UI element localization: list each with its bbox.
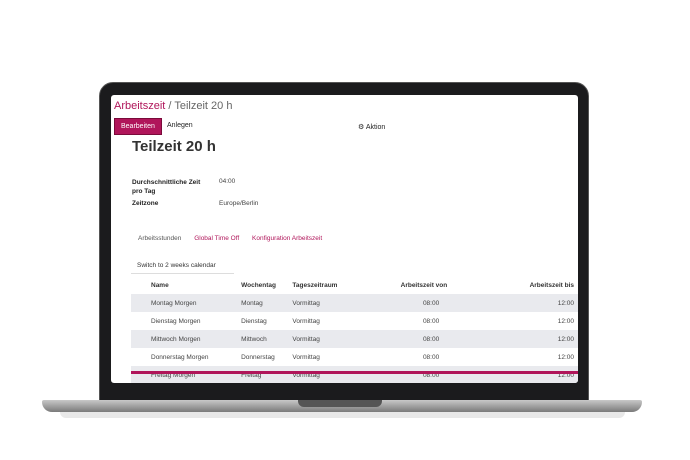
switch-calendar-button[interactable]: Switch to 2 weeks calendar [131, 260, 234, 274]
table-row[interactable]: Freitag Morgen Freitag Vormittag 08:00 12:00 [131, 366, 578, 383]
page-title: Teilzeit 20 h [132, 138, 216, 155]
table-cell: 12:00 [557, 353, 574, 361]
action-menu[interactable]: ⚙ Aktion [358, 123, 385, 131]
field-value: Europe/Berlin [219, 200, 259, 207]
table-cell: Freitag Morgen [151, 371, 196, 379]
table-cell: Vormittag [292, 335, 320, 343]
table-cell: 08:00 [422, 335, 440, 343]
table-cell: Dienstag [241, 317, 267, 325]
table-row[interactable]: Donnerstag Morgen Donnerstag Vormittag 08:0… [131, 348, 578, 366]
tab-arbeitsstunden[interactable]: Arbeitsstunden [138, 235, 182, 242]
edit-button[interactable]: Bearbeiten [114, 118, 162, 135]
col-name[interactable]: Name [151, 281, 169, 289]
table-footer-line [131, 371, 578, 374]
table-cell: Freitag [241, 371, 262, 379]
breadcrumb: Arbeitszeit / Teilzeit 20 h [114, 100, 232, 112]
tabs: Arbeitsstunden Global Time Off Konfigura… [138, 235, 333, 242]
tab-global-time-off[interactable]: Global Time Off [194, 235, 240, 242]
col-wochentag[interactable]: Wochentag [241, 281, 277, 289]
laptop-screen: Arbeitszeit / Teilzeit 20 h Bearbeiten A… [111, 95, 578, 383]
col-von[interactable]: Arbeitszeit von [400, 281, 448, 289]
table-cell: Donnerstag Morgen [151, 353, 209, 361]
tab-konfiguration[interactable]: Konfiguration Arbeitszeit [252, 235, 323, 242]
action-label: Aktion [365, 124, 386, 131]
breadcrumb-current: Teilzeit 20 h [174, 100, 233, 112]
table-cell: Vormittag [292, 299, 320, 307]
table-cell: Montag [241, 299, 263, 307]
table-cell: Vormittag [292, 317, 320, 325]
table-cell: 12:00 [557, 317, 574, 325]
table-row[interactable]: Mittwoch Morgen Mittwoch Vormittag 08:00 12:… [131, 330, 578, 348]
breadcrumb-separator: / [168, 100, 172, 112]
laptop-notch [298, 400, 382, 407]
field-label: Zeitzone [132, 200, 159, 207]
col-bis[interactable]: Arbeitszeit bis [529, 281, 574, 289]
table-cell: 08:00 [422, 371, 440, 379]
table-cell: Vormittag [292, 371, 320, 379]
table-cell: Donnerstag [241, 353, 275, 361]
table-cell: 12:00 [557, 299, 574, 307]
table-cell: Dienstag Morgen [151, 317, 201, 325]
col-tageszeitraum[interactable]: Tageszeitraum [292, 281, 338, 289]
field-value: 04:00 [219, 178, 236, 185]
working-hours-table: Name Wochentag Tageszeitraum Arbeitszeit… [131, 276, 578, 383]
table-cell: Mittwoch Morgen [151, 335, 201, 343]
gear-icon: ⚙ [358, 124, 365, 131]
table-cell: Mittwoch [241, 335, 267, 343]
table-cell: 12:00 [557, 371, 574, 379]
table-row[interactable]: Dienstag Morgen Dienstag Vormittag 08:00 12:… [131, 312, 578, 330]
table-cell: Montag Morgen [151, 299, 197, 307]
table-cell: 08:00 [422, 317, 440, 325]
table-row[interactable]: Montag Morgen Montag Vormittag 08:00 12:00 [131, 294, 578, 312]
table-cell: 08:00 [422, 353, 440, 361]
laptop-shadow [60, 412, 625, 418]
table-cell: 08:00 [422, 299, 440, 307]
breadcrumb-parent[interactable]: Arbeitszeit [114, 100, 166, 112]
table-cell: Vormittag [292, 353, 320, 361]
field-label: Durchschnittliche Zeit pro Tag [132, 179, 201, 195]
create-button[interactable]: Anlegen [167, 122, 193, 129]
table-cell: 12:00 [557, 335, 574, 343]
table-header: Name Wochentag Tageszeitraum Arbeitszeit… [131, 276, 578, 294]
